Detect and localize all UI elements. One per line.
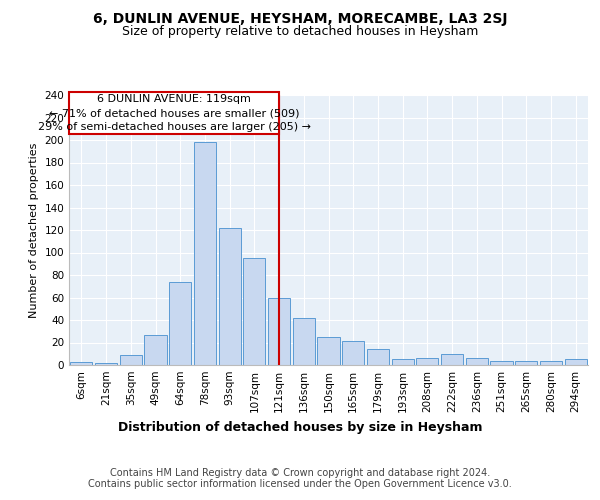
Text: 6 DUNLIN AVENUE: 119sqm
← 71% of detached houses are smaller (509)
29% of semi-d: 6 DUNLIN AVENUE: 119sqm ← 71% of detache… (38, 94, 311, 132)
Bar (515, 360, 538, 365)
Bar (490, 360, 512, 365)
Text: Distribution of detached houses by size in Heysham: Distribution of detached houses by size … (118, 421, 482, 434)
Bar (243, 258, 265, 365)
Y-axis label: Number of detached properties: Number of detached properties (29, 142, 39, 318)
Text: 6, DUNLIN AVENUE, HEYSHAM, MORECAMBE, LA3 2SJ: 6, DUNLIN AVENUE, HEYSHAM, MORECAMBE, LA… (93, 12, 507, 26)
Text: Contains HM Land Registry data © Crown copyright and database right 2024.: Contains HM Land Registry data © Crown c… (110, 468, 490, 477)
Bar (317, 337, 340, 365)
Bar (565, 360, 587, 365)
Bar (342, 342, 364, 365)
Bar (416, 358, 439, 365)
Bar (70, 362, 92, 365)
Bar (218, 228, 241, 365)
Bar (194, 142, 216, 365)
Bar (95, 363, 117, 365)
Text: Contains public sector information licensed under the Open Government Licence v3: Contains public sector information licen… (88, 479, 512, 489)
Bar (367, 349, 389, 365)
Bar (441, 354, 463, 365)
Bar (145, 334, 167, 365)
Bar (169, 282, 191, 365)
Bar (119, 355, 142, 365)
FancyBboxPatch shape (69, 92, 279, 134)
Text: Size of property relative to detached houses in Heysham: Size of property relative to detached ho… (122, 25, 478, 38)
Bar (392, 360, 414, 365)
Bar (540, 360, 562, 365)
Bar (293, 318, 315, 365)
Bar (466, 358, 488, 365)
Bar (268, 298, 290, 365)
